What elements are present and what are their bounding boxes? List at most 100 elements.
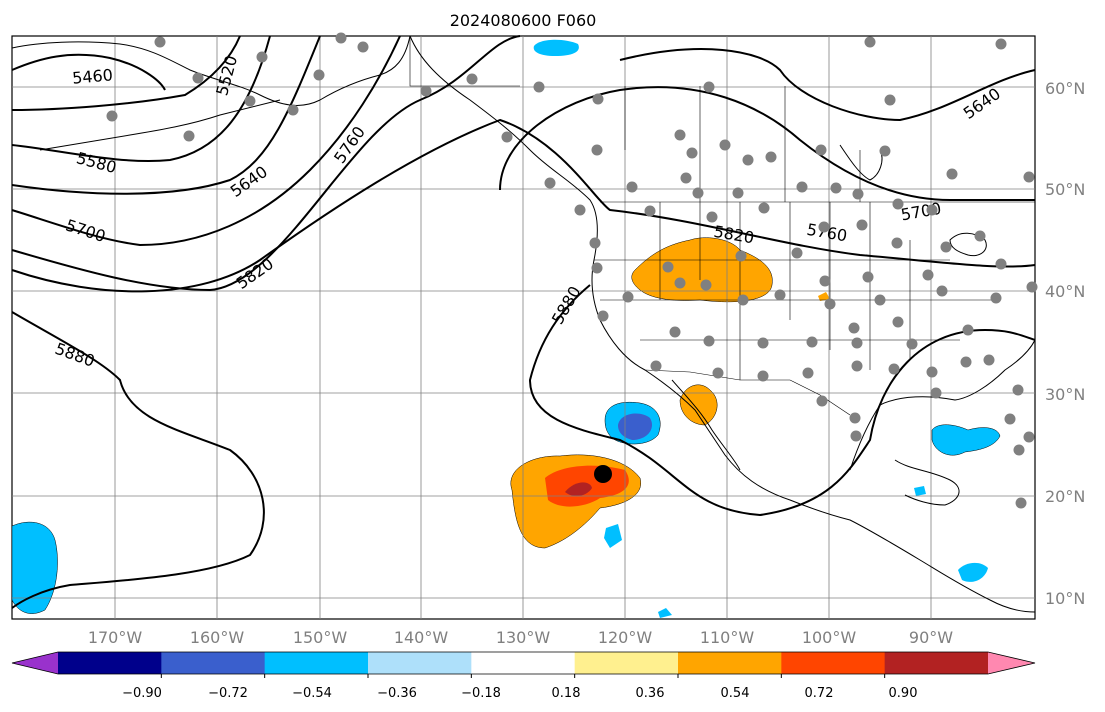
station-dot [940,241,952,253]
station-dot [154,36,166,48]
contour-5760-east [499,86,1035,202]
station-dot [796,181,808,193]
station-dot [644,205,656,217]
coastlines [11,35,1036,613]
station-dot [815,144,827,156]
colorbar-segment [368,652,472,674]
station-dot [757,337,769,349]
station-dot [735,250,747,262]
station-dot [852,188,864,200]
contour-5520 [11,35,241,111]
anomaly-cold-gulf [931,424,1001,456]
border-states-ew [594,259,1000,341]
colorbar-tick-label: 0.18 [552,686,581,701]
colorbar-segment [678,652,782,674]
station-dot [706,211,718,223]
station-dot [816,395,828,407]
borders [409,36,1035,416]
coast-baja [671,379,741,471]
station-dot [995,258,1007,270]
station-dot [892,316,904,328]
anomaly-cold-centam [958,562,988,582]
station-dot [313,69,325,81]
colorbar-extend-low [12,652,58,674]
station-dot [906,338,918,350]
coast-hudson [839,144,883,181]
lon-label: 160°W [190,628,245,647]
anomaly-core-pacific [565,482,592,497]
station-dot [946,168,958,180]
anomaly-cold-small3 [914,486,926,496]
station-dot [874,294,886,306]
lon-label: 100°W [802,628,857,647]
station-dot [851,360,863,372]
station-dot [719,139,731,151]
station-dot [533,81,545,93]
station-dot [669,326,681,338]
station-dot [892,198,904,210]
anomaly-warm-small [818,292,830,301]
anomaly-cold-small1 [604,524,622,548]
storm-center-marker [594,465,612,483]
lat-label: 10°N [1045,589,1085,608]
station-dot [692,187,704,199]
station-dot [926,366,938,378]
station-dot [990,292,1002,304]
lon-label: 120°W [598,628,653,647]
station-dot [818,221,830,233]
coast-aleutians [39,99,281,151]
station-dot [884,94,896,106]
station-dot [686,147,698,159]
station-dot [106,110,118,122]
map-title: 2024080600 F060 [450,11,597,30]
station-dot [936,285,948,297]
station-dot [864,36,876,48]
colorbar-tick-label: 0.72 [805,686,834,701]
contour-5700-east [619,48,1036,122]
station-dot [1013,444,1025,456]
anomaly-cold-core [618,413,652,440]
station-dot [591,262,603,274]
station-markers [106,32,1038,509]
colorbar-segment [264,652,369,674]
lon-label: 150°W [293,628,348,647]
station-dot [791,247,803,259]
station-dot [851,337,863,349]
lon-axis: 170°W 160°W 150°W 140°W 130°W 120°W 110°… [88,628,953,647]
coast-greatlakes [949,232,987,257]
station-dot [700,279,712,291]
lat-label: 20°N [1045,487,1085,506]
station-dot [974,230,986,242]
station-dot [962,324,974,336]
lon-label: 110°W [700,628,755,647]
lon-label: 90°W [909,628,953,647]
station-dot [592,93,604,105]
lat-label: 30°N [1045,385,1085,404]
station-dot [703,81,715,93]
colorbar-tick-label: 0.36 [636,686,665,701]
station-dot [849,412,861,424]
colorbar [11,651,1036,678]
colorbar-segment [58,652,162,674]
station-dot [674,129,686,141]
station-dot [960,356,972,368]
lat-label: 60°N [1045,79,1085,98]
border-alaska [409,36,520,87]
anomaly-cold-small2 [658,608,672,618]
station-dot [183,130,195,142]
station-dot [930,387,942,399]
station-dot [995,38,1007,50]
station-dot [192,72,204,84]
colorbar-tick-label: −0.54 [292,686,332,701]
station-dot [674,277,686,289]
anomaly-cold-north [533,39,579,56]
station-dot [983,354,995,366]
station-dot [758,202,770,214]
colorbar-tick-label: 0.54 [721,686,750,701]
anomaly-warm-baja [679,384,718,426]
station-dot [703,335,715,347]
station-dot [589,237,601,249]
station-dot [806,336,818,348]
colorbar-segment [884,652,989,674]
